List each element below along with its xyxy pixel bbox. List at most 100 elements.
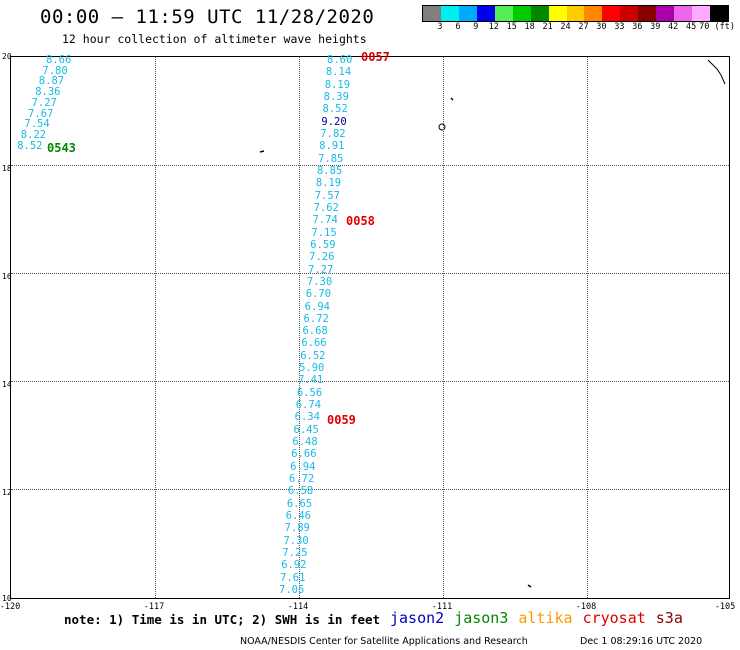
swh-value: 8.52 bbox=[17, 139, 43, 152]
swh-value: 7.74 bbox=[312, 214, 338, 227]
scale-label: 15 bbox=[506, 22, 517, 32]
swh-value: 7.30 bbox=[283, 534, 309, 547]
swh-value: 8.14 bbox=[325, 66, 352, 79]
swh-value: 6.65 bbox=[286, 497, 313, 510]
swh-value: 6.94 bbox=[290, 460, 316, 473]
swh-value: 6.52 bbox=[300, 349, 326, 362]
gridline-lat bbox=[11, 273, 729, 274]
swh-value: 8.39 bbox=[323, 90, 349, 103]
swh-value: 8.60 bbox=[327, 54, 353, 66]
scale-swatch-14 bbox=[674, 6, 693, 21]
swh-value: 7.41 bbox=[297, 374, 324, 387]
scale-swatch-11 bbox=[620, 6, 639, 21]
scale-label: 6 bbox=[455, 22, 461, 32]
scale-label: 21 bbox=[542, 22, 553, 32]
chart-title: 00:00 – 11:59 UTC 11/28/2020 bbox=[40, 6, 375, 28]
scale-swatch-4 bbox=[494, 6, 513, 21]
scale-swatch-8 bbox=[566, 6, 585, 21]
swh-value: 7.25 bbox=[282, 547, 308, 560]
scale-label: 70 (ft) bbox=[699, 22, 735, 32]
lon-label: -117 bbox=[143, 602, 165, 612]
lat-label: 16 bbox=[2, 272, 12, 281]
pass-label-0543: 0543 bbox=[47, 141, 76, 155]
scale-swatch-12 bbox=[638, 6, 657, 21]
legend-altika: altika bbox=[518, 609, 573, 627]
lon-label: -114 bbox=[287, 602, 309, 612]
scale-label: 45 bbox=[685, 22, 697, 32]
map-area: 8.66 7.80 8.87 8.36 7.27 7.67 7.54 8.22 8.52 8.6… bbox=[10, 50, 730, 599]
swh-value: 7.54 bbox=[24, 118, 50, 131]
swh-value: 7.05 bbox=[279, 584, 305, 596]
scale-label: 12 bbox=[488, 22, 499, 32]
legend-cryosat: cryosat bbox=[582, 609, 646, 627]
scale-label: 18 bbox=[524, 22, 535, 32]
swh-value: 8.52 bbox=[322, 103, 348, 116]
gridline-lon bbox=[443, 57, 444, 598]
swh-value: 6.66 bbox=[291, 448, 317, 461]
swh-value: 8.19 bbox=[324, 78, 351, 91]
swh-value: 8.85 bbox=[316, 164, 343, 177]
swh-value: 7.30 bbox=[306, 275, 333, 288]
scale-swatch-10 bbox=[602, 6, 621, 21]
chart-subtitle: 12 hour collection of altimeter wave hei… bbox=[62, 32, 367, 46]
swh-value: 7.27 bbox=[31, 96, 57, 109]
swh-value: 6.94 bbox=[304, 300, 330, 313]
scale-swatch-1 bbox=[440, 6, 459, 21]
swh-value: 6.34 bbox=[294, 411, 320, 424]
swh-value: 6.58 bbox=[287, 485, 314, 498]
swh-value: 8.22 bbox=[20, 128, 47, 141]
scale-label: 42 bbox=[668, 22, 679, 32]
swh-value: 8.91 bbox=[319, 140, 345, 153]
swh-value: 8.66 bbox=[46, 54, 72, 66]
wave-height-color-scale bbox=[422, 5, 729, 22]
swh-value: 8.87 bbox=[38, 75, 65, 88]
gridline-lon bbox=[155, 57, 156, 598]
scale-label: 33 bbox=[614, 22, 625, 32]
lat-label: 12 bbox=[2, 488, 12, 497]
swh-value: 6.66 bbox=[301, 337, 327, 350]
swh-value: 6.74 bbox=[295, 399, 322, 412]
swh-value: 7.15 bbox=[311, 226, 337, 239]
swh-value: 7.57 bbox=[314, 189, 341, 202]
scale-swatch-9 bbox=[584, 6, 603, 21]
lon-label: -120 bbox=[0, 602, 21, 612]
scale-label: 24 bbox=[560, 22, 571, 32]
scale-swatch-3 bbox=[476, 6, 495, 21]
lon-label: -111 bbox=[431, 602, 453, 612]
swh-value: 6.45 bbox=[293, 423, 319, 436]
lat-label: 10 bbox=[2, 594, 12, 603]
island-marker-1 bbox=[450, 97, 454, 101]
swh-value: 9.20 bbox=[321, 115, 347, 128]
legend-jason2: jason2 bbox=[390, 609, 445, 627]
island-marker-4 bbox=[527, 584, 532, 588]
swh-value: 7.62 bbox=[313, 201, 339, 214]
island-marker-2 bbox=[438, 123, 446, 131]
swh-value: 6.72 bbox=[303, 312, 329, 325]
lon-label: -108 bbox=[575, 602, 597, 612]
swh-value: 6.46 bbox=[285, 510, 311, 523]
swh-value: 6.70 bbox=[305, 288, 332, 301]
gridline-lon bbox=[299, 57, 300, 598]
legend-jason3: jason3 bbox=[454, 609, 509, 627]
lat-label: 18 bbox=[2, 164, 12, 173]
swh-value: 8.36 bbox=[35, 86, 61, 99]
swh-value: 7.26 bbox=[309, 251, 335, 264]
pass-label-0058: 0058 bbox=[346, 214, 375, 228]
gridline-lat bbox=[11, 381, 729, 382]
gridline-lon bbox=[587, 57, 588, 598]
scale-swatch-13 bbox=[656, 6, 675, 21]
swh-value: 7.80 bbox=[42, 64, 68, 77]
scale-label: 39 bbox=[650, 22, 661, 32]
swh-value: 7.27 bbox=[308, 263, 334, 276]
swh-value: 6.68 bbox=[302, 325, 328, 338]
swh-value: 6.48 bbox=[292, 436, 318, 449]
swh-value: 8.19 bbox=[315, 177, 342, 190]
swh-value: 6.59 bbox=[310, 238, 336, 251]
swh-value: 6.92 bbox=[281, 559, 307, 572]
coastline-ne bbox=[707, 59, 726, 85]
lat-label: 20 bbox=[2, 52, 12, 61]
pass-label-0059: 0059 bbox=[327, 413, 356, 427]
satellite-legend: jason2 jason3 altika cryosat s3a bbox=[390, 609, 693, 627]
swh-value: 5.90 bbox=[299, 362, 325, 375]
swh-value: 7.85 bbox=[318, 152, 344, 165]
